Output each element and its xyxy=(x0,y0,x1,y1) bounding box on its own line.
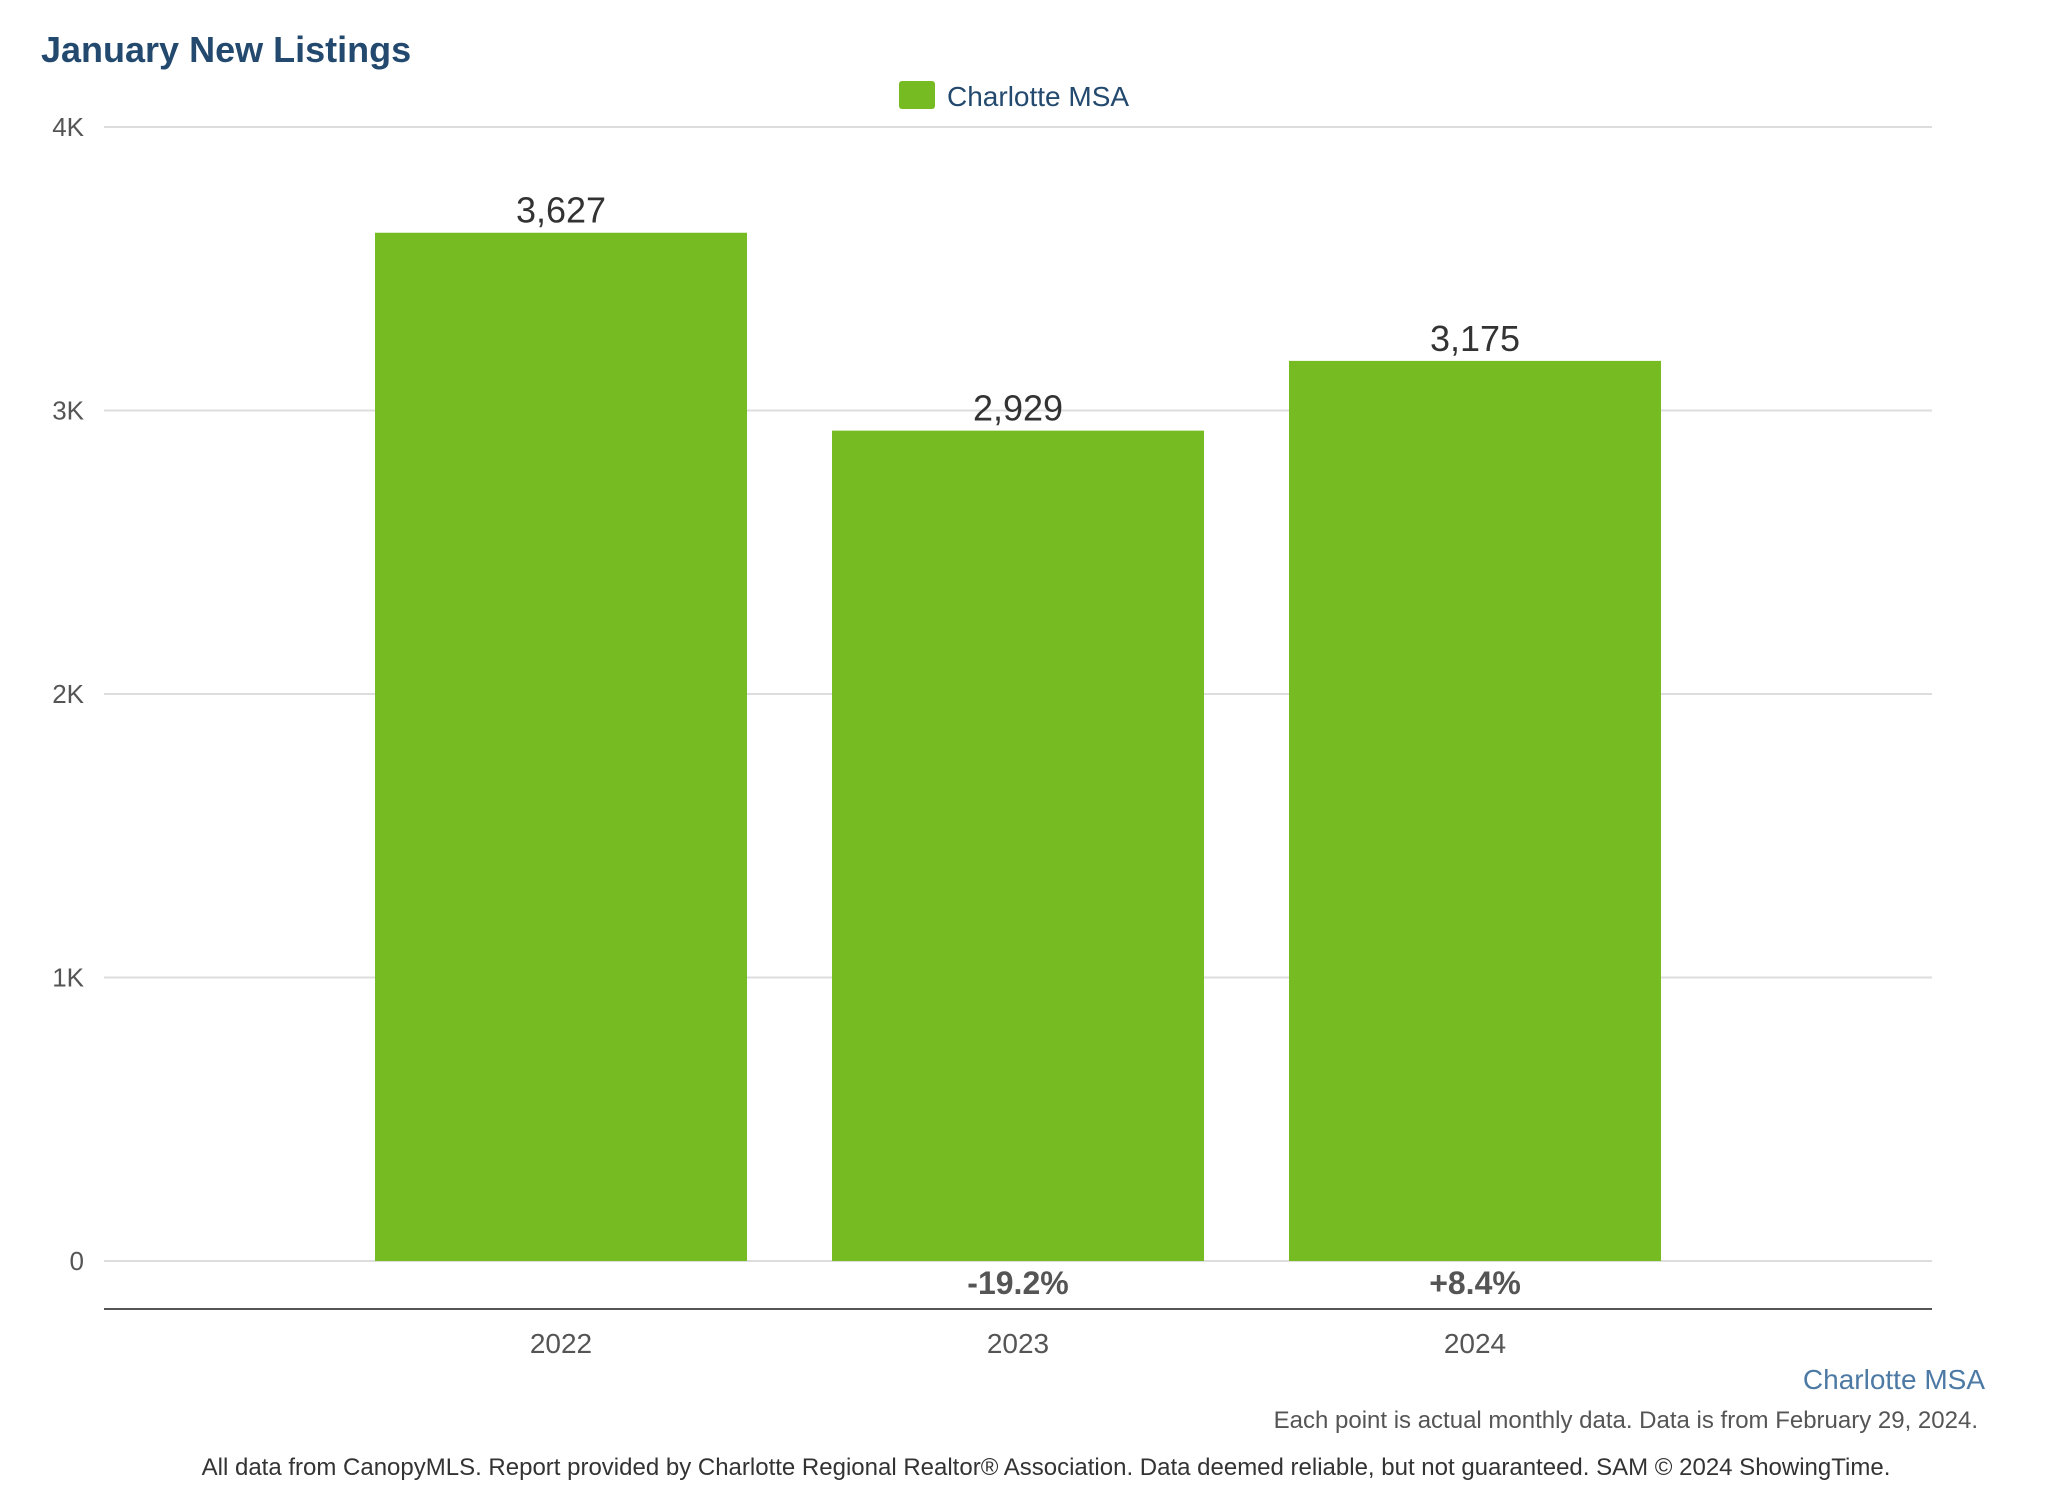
value-labels: 3,627 2,929 3,175 xyxy=(516,190,1520,429)
footer-series-label: Charlotte MSA xyxy=(1803,1364,1985,1395)
x-tick-label: 2024 xyxy=(1444,1328,1506,1359)
x-tick-label: 2022 xyxy=(530,1328,592,1359)
legend[interactable]: Charlotte MSA xyxy=(899,81,1129,112)
bar-2024[interactable] xyxy=(1289,360,1661,1261)
change-label: -19.2% xyxy=(967,1265,1068,1301)
y-tick-label: 1K xyxy=(52,963,84,993)
bar-value-label: 3,627 xyxy=(516,190,606,231)
y-tick-label: 2K xyxy=(52,679,84,709)
change-labels: -19.2% +8.4% xyxy=(967,1265,1521,1301)
y-tick-label: 3K xyxy=(52,396,84,426)
bar-value-label: 3,175 xyxy=(1430,318,1520,359)
y-axis-ticks: 0 1K 2K 3K 4K xyxy=(52,112,84,1276)
data-note: Each point is actual monthly data. Data … xyxy=(1274,1407,1978,1434)
y-tick-label: 0 xyxy=(70,1246,84,1276)
credits: All data from CanopyMLS. Report provided… xyxy=(202,1454,1891,1481)
bar-value-label: 2,929 xyxy=(973,388,1063,429)
x-tick-label: 2023 xyxy=(987,1328,1049,1359)
change-label: +8.4% xyxy=(1429,1265,1521,1301)
x-axis-ticks: 2022 2023 2024 xyxy=(530,1328,1506,1359)
bar-2022[interactable] xyxy=(375,232,747,1262)
bar-2023[interactable] xyxy=(832,430,1204,1261)
legend-swatch xyxy=(899,81,935,109)
chart-title: January New Listings xyxy=(41,29,411,70)
legend-label: Charlotte MSA xyxy=(947,81,1129,112)
y-tick-label: 4K xyxy=(52,112,84,142)
bars xyxy=(375,232,1661,1262)
